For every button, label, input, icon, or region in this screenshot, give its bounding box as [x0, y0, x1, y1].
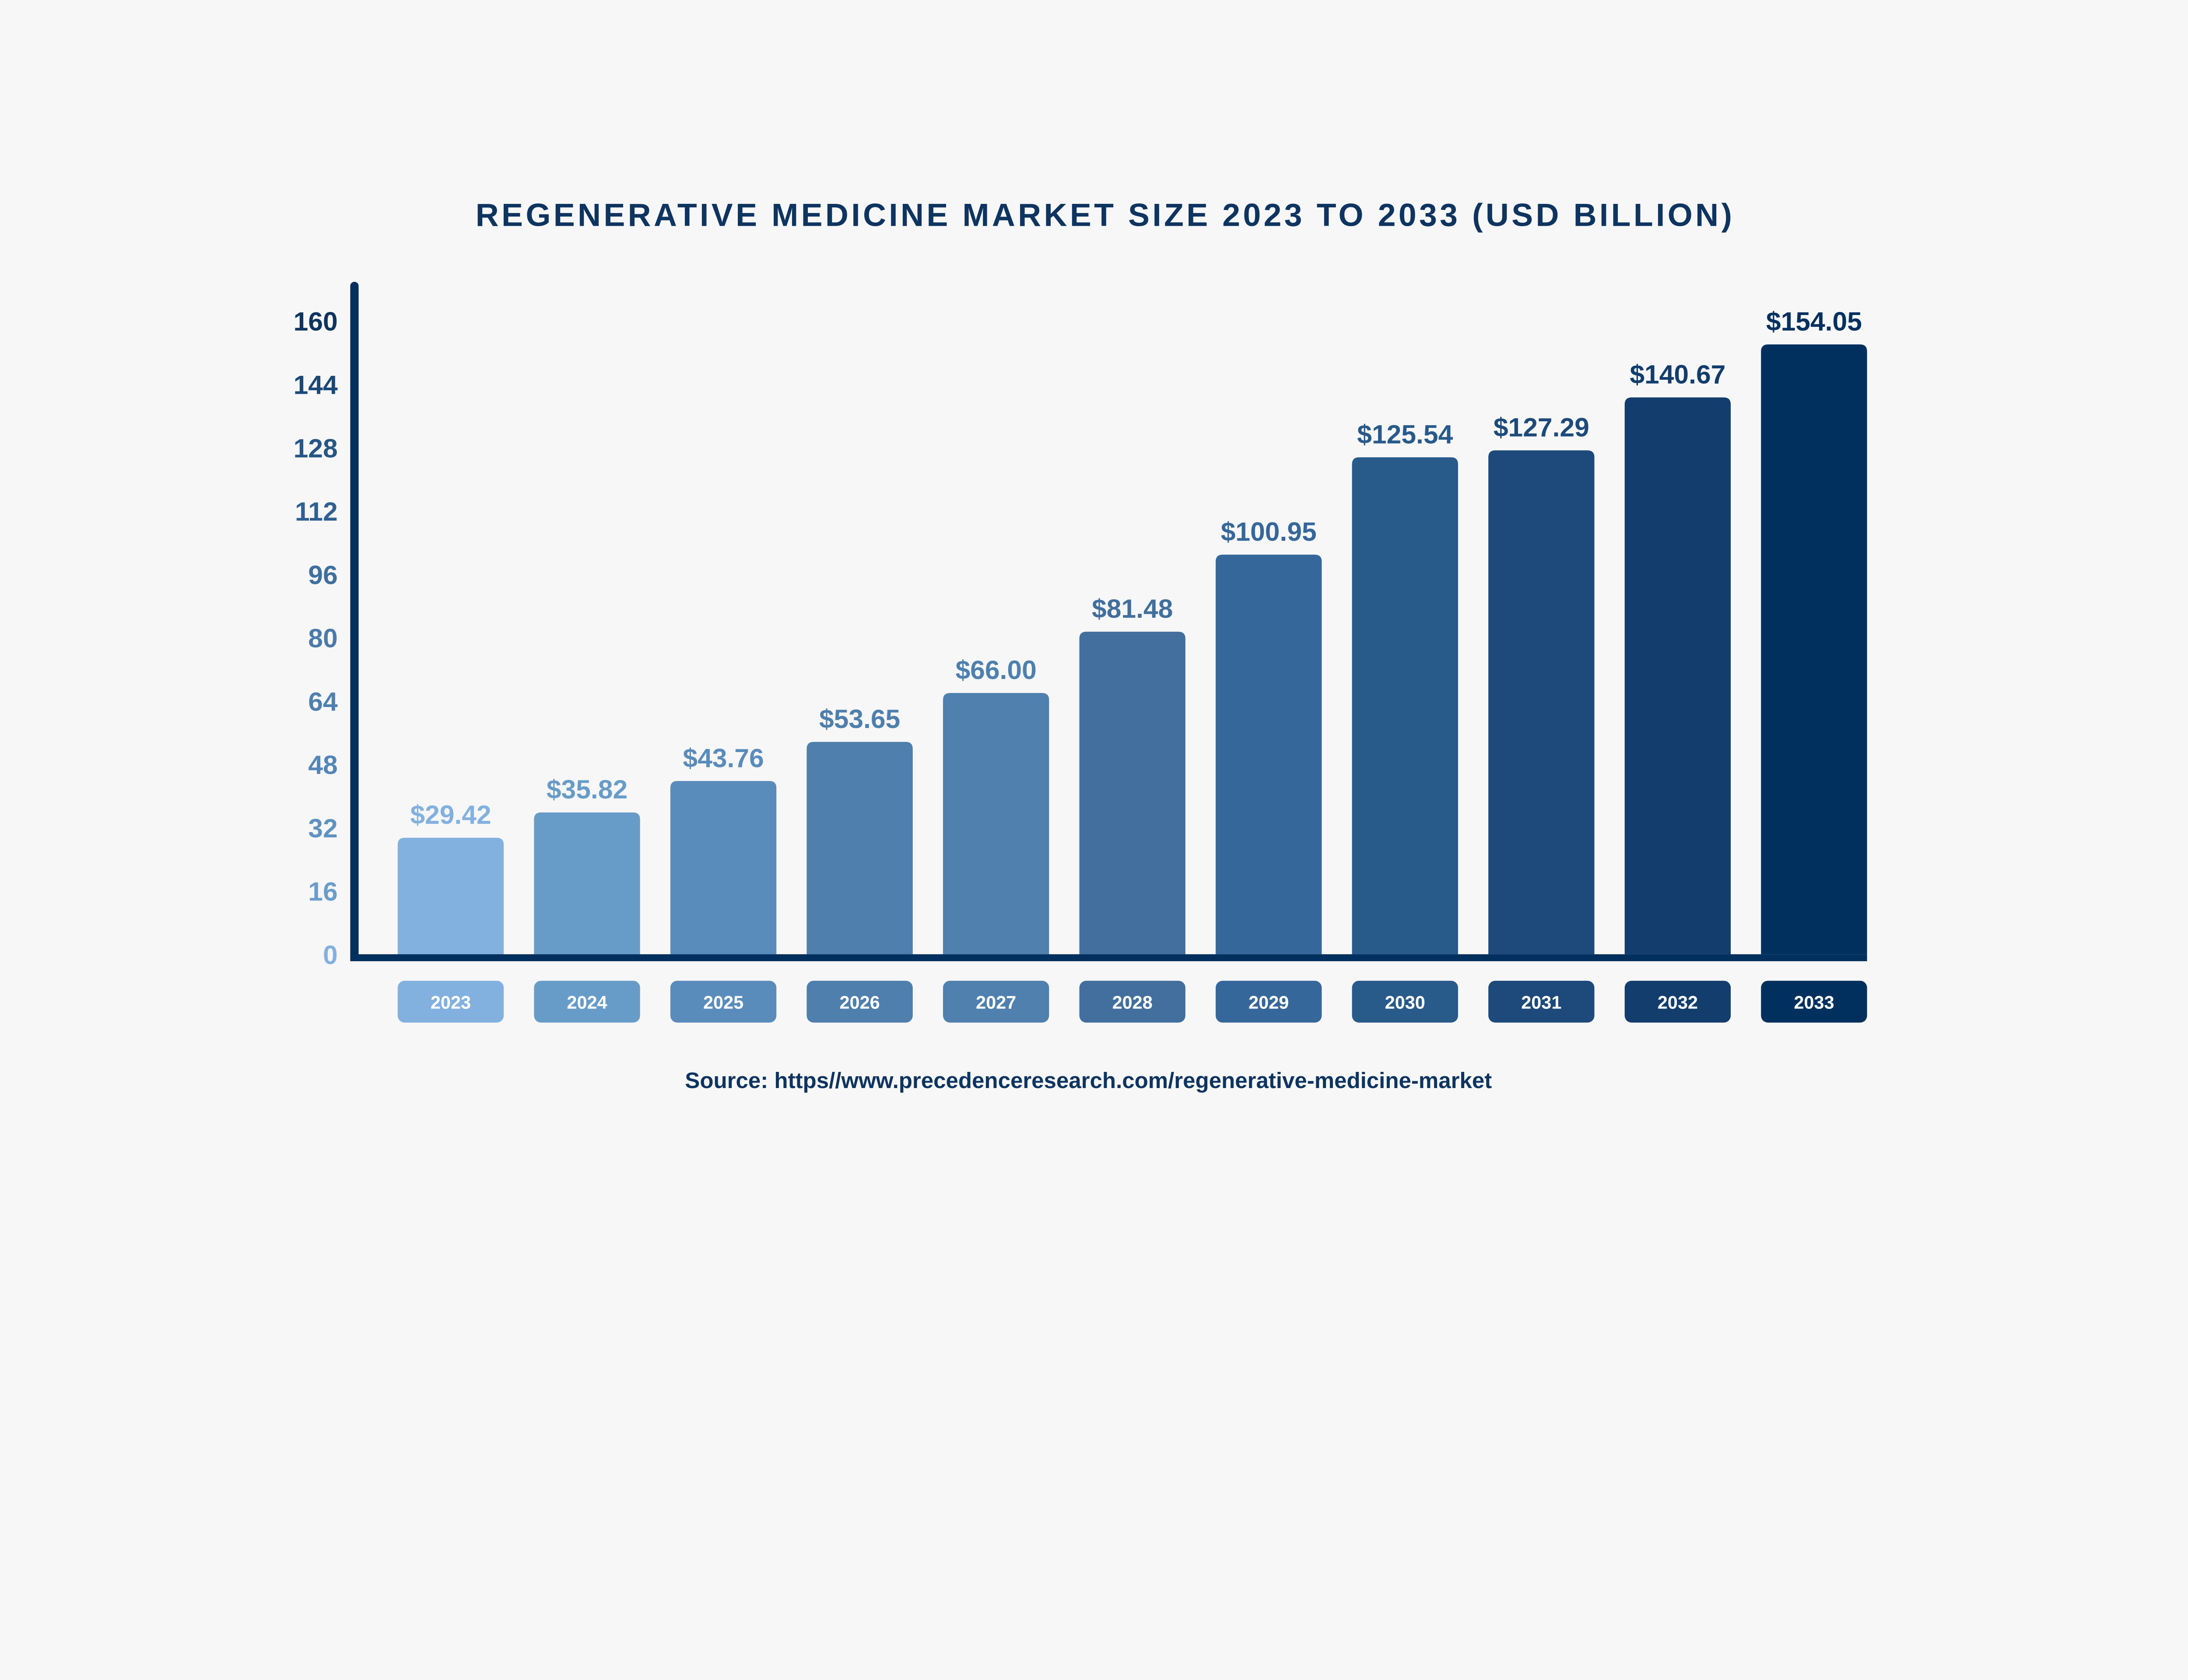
bar-group: $100.95	[1216, 517, 1322, 955]
x-tick-label: 2029	[1216, 980, 1322, 1023]
year-label: 2031	[1521, 992, 1561, 1012]
y-tick-label: 96	[308, 560, 337, 590]
data-label: $35.82	[547, 774, 628, 804]
bar	[534, 812, 640, 955]
x-axis-labels: 2023 2024 2025 2026 2027 2028 2029 2030 2031 2032…	[397, 980, 1867, 1023]
bar-group: $66.00	[943, 655, 1049, 955]
data-label: $43.76	[683, 743, 764, 773]
year-label: 2029	[1248, 992, 1289, 1012]
data-label: $127.29	[1494, 412, 1589, 442]
year-pill	[534, 980, 640, 1023]
data-label: $53.65	[819, 704, 900, 734]
bar	[1624, 397, 1731, 955]
year-label: 2023	[431, 992, 471, 1012]
y-tick-label: 0	[323, 940, 338, 970]
data-label: $154.05	[1766, 306, 1862, 336]
year-label: 2032	[1658, 992, 1698, 1012]
bar	[1761, 344, 1867, 955]
data-label: $140.67	[1630, 359, 1725, 389]
bars: $29.42 $35.82 $43.76 $53.65 $66.00 $81.48 $100…	[397, 306, 1867, 955]
y-tick-label: 64	[308, 686, 338, 716]
year-label: 2026	[840, 992, 880, 1012]
bar-group: $125.54	[1352, 419, 1458, 955]
data-label: $81.48	[1092, 594, 1173, 623]
bar-group: $29.42	[397, 800, 504, 955]
bar-group: $81.48	[1079, 594, 1185, 955]
bar-group: $53.65	[806, 704, 913, 955]
data-label: $100.95	[1221, 517, 1317, 546]
bar-chart: REGENERATIVE MEDICINE MARKET SIZE 2023 T…	[293, 197, 1867, 1093]
y-tick-label: 80	[308, 623, 337, 653]
year-label: 2028	[1112, 992, 1153, 1012]
bar	[1352, 457, 1458, 955]
chart-canvas: REGENERATIVE MEDICINE MARKET SIZE 2023 T…	[293, 197, 1867, 1093]
year-pill	[670, 980, 777, 1023]
y-tick-label: 16	[308, 877, 337, 906]
chart-title: REGENERATIVE MEDICINE MARKET SIZE 2023 T…	[476, 197, 1735, 233]
y-tick-label: 160	[294, 307, 338, 336]
bar-group: $35.82	[534, 774, 640, 955]
x-tick-label: 2032	[1624, 980, 1731, 1023]
year-pill	[943, 980, 1049, 1023]
x-tick-label: 2031	[1488, 980, 1595, 1023]
year-pill	[1624, 980, 1731, 1023]
x-tick-label: 2027	[943, 980, 1049, 1023]
year-pill	[397, 980, 504, 1023]
bar-group: $43.76	[670, 743, 777, 955]
x-tick-label: 2026	[806, 980, 913, 1023]
x-tick-label: 2023	[397, 980, 504, 1023]
data-label: $29.42	[410, 800, 491, 830]
bar	[670, 781, 777, 955]
bar	[1216, 554, 1322, 955]
y-tick-label: 48	[308, 750, 337, 780]
data-label: $125.54	[1357, 419, 1453, 449]
x-axis-line	[350, 954, 1867, 962]
x-tick-label: 2028	[1079, 980, 1185, 1023]
year-pill	[806, 980, 913, 1023]
x-tick-label: 2024	[534, 980, 640, 1023]
year-pill	[1761, 980, 1867, 1023]
x-tick-label: 2033	[1761, 980, 1867, 1023]
year-pill	[1079, 980, 1185, 1023]
bar-group: $127.29	[1488, 412, 1595, 955]
bar	[943, 693, 1049, 955]
year-pill	[1216, 980, 1322, 1023]
year-label: 2025	[703, 992, 743, 1012]
bar	[806, 742, 913, 955]
year-label: 2033	[1794, 992, 1834, 1012]
y-tick-label: 128	[294, 433, 338, 463]
y-axis-ticks: 0 16 32 48 64 80 96 112 128 144 160	[294, 307, 338, 970]
y-axis-line	[350, 282, 359, 960]
bar-group: $140.67	[1624, 359, 1731, 955]
x-tick-label: 2025	[670, 980, 777, 1023]
year-pill	[1488, 980, 1595, 1023]
data-label: $66.00	[955, 655, 1036, 685]
year-label: 2024	[567, 992, 607, 1012]
year-label: 2027	[976, 992, 1016, 1012]
x-tick-label: 2030	[1352, 980, 1458, 1023]
year-pill	[1352, 980, 1458, 1023]
y-tick-label: 32	[308, 813, 337, 843]
bar	[1079, 631, 1185, 955]
bar	[397, 837, 504, 955]
y-tick-label: 112	[295, 497, 338, 526]
y-tick-label: 144	[294, 370, 338, 400]
source-note: Source: https//www.precedenceresearch.co…	[685, 1068, 1492, 1093]
bar-group: $154.05	[1761, 306, 1867, 955]
bar	[1488, 450, 1595, 955]
year-label: 2030	[1385, 992, 1425, 1012]
